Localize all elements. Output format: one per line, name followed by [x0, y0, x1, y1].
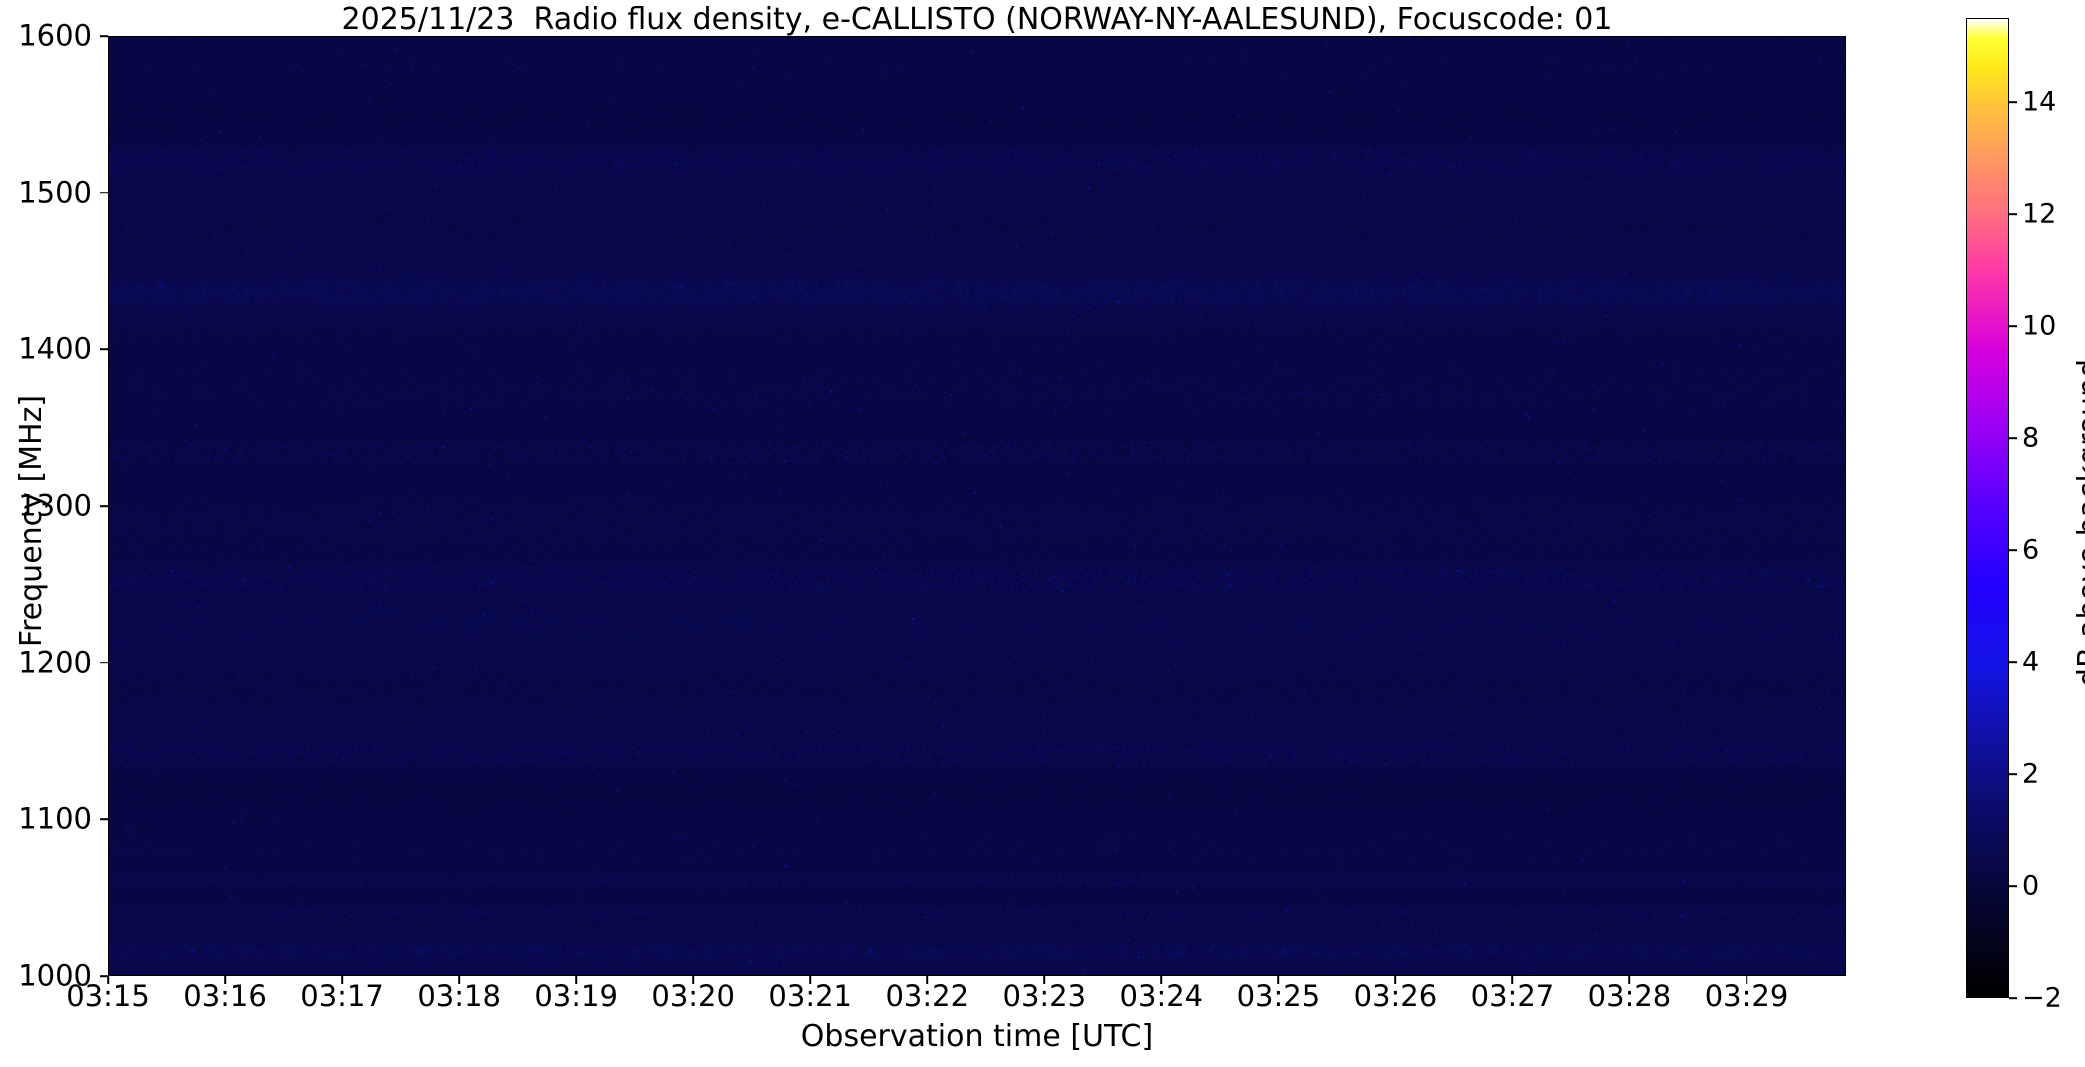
spectrogram-image: [109, 37, 1845, 975]
x-tick-mark: [1043, 976, 1046, 984]
x-tick-label: 03:15: [66, 979, 150, 1013]
page-title: 2025/11/23 Radio flux density, e-CALLIST…: [341, 2, 1613, 37]
colorbar-tick-label: 12: [2022, 198, 2057, 230]
x-tick-label: 03:18: [417, 979, 501, 1013]
y-tick-mark: [100, 975, 108, 977]
colorbar-tick-label: 14: [2022, 86, 2057, 118]
x-tick-mark: [224, 976, 226, 984]
colorbar-tick-mark: [2009, 437, 2017, 439]
x-tick-label: 03:26: [1353, 979, 1438, 1013]
y-tick-label: 1000: [18, 958, 92, 993]
colorbar-tick-label: −2: [2022, 982, 2062, 1014]
colorbar[interactable]: [1966, 18, 2009, 998]
colorbar-tick-mark: [2009, 213, 2017, 215]
x-tick-mark: [926, 976, 929, 984]
colorbar-gradient: [1967, 19, 2008, 997]
x-tick-label: 03:23: [1002, 979, 1087, 1013]
colorbar-tick-label: 0: [2022, 870, 2040, 902]
x-tick-label: 03:22: [885, 979, 970, 1013]
y-tick-mark: [100, 661, 108, 664]
colorbar-tick-label: 2: [2022, 758, 2040, 790]
x-tick-mark: [107, 976, 109, 984]
x-tick-mark: [1277, 976, 1280, 984]
x-tick-mark: [341, 976, 343, 984]
x-tick-mark: [458, 976, 460, 984]
y-tick-label: 1200: [18, 645, 92, 680]
y-tick-mark: [100, 35, 108, 37]
colorbar-tick-mark: [2009, 997, 2017, 999]
x-tick-label: 03:25: [1236, 979, 1321, 1013]
x-tick-label: 03:20: [651, 979, 735, 1013]
colorbar-tick-mark: [2009, 549, 2017, 551]
x-tick-label: 03:29: [1704, 979, 1789, 1013]
x-tick-mark: [1511, 976, 1514, 984]
x-tick-label: 03:28: [1587, 979, 1672, 1013]
x-tick-mark: [1394, 976, 1397, 984]
x-tick-mark: [1745, 976, 1748, 984]
x-tick-mark: [809, 976, 812, 984]
spectrogram-plot-area[interactable]: [108, 36, 1846, 976]
y-tick-label: 1400: [18, 331, 92, 366]
colorbar-tick-label: 10: [2022, 310, 2057, 342]
colorbar-tick-label: 4: [2022, 646, 2040, 678]
x-tick-label: 03:17: [300, 979, 384, 1013]
x-tick-mark: [1160, 976, 1163, 984]
x-tick-label: 03:21: [768, 979, 853, 1013]
colorbar-tick-label: 6: [2022, 534, 2040, 566]
y-tick-label: 1500: [18, 175, 92, 210]
colorbar-tick-mark: [2009, 661, 2017, 663]
x-tick-label: 03:24: [1119, 979, 1204, 1013]
y-tick-label: 1100: [18, 801, 92, 836]
y-tick-mark: [100, 818, 108, 821]
colorbar-tick-mark: [2009, 101, 2017, 103]
colorbar-tick-mark: [2009, 885, 2017, 887]
x-tick-mark: [692, 976, 694, 984]
y-tick-label: 1600: [18, 18, 92, 53]
colorbar-tick-mark: [2009, 325, 2017, 327]
colorbar-label: dB above background: [2072, 358, 2085, 688]
y-tick-mark: [100, 505, 108, 507]
y-tick-mark: [100, 348, 108, 351]
x-tick-label: 03:19: [534, 979, 618, 1013]
colorbar-tick-mark: [2009, 773, 2017, 775]
x-tick-mark: [575, 976, 577, 984]
y-tick-mark: [100, 191, 108, 194]
x-tick-label: 03:16: [183, 979, 267, 1013]
y-axis-ticks: 1600 1500 1400 1300 1200 1100 1000: [0, 0, 108, 1067]
x-tick-label: 03:27: [1470, 979, 1555, 1013]
y-tick-label: 1300: [18, 488, 92, 523]
x-tick-mark: [1628, 976, 1631, 984]
colorbar-tick-label: 8: [2022, 422, 2040, 454]
x-axis-label: Observation time [UTC]: [800, 1019, 1154, 1054]
